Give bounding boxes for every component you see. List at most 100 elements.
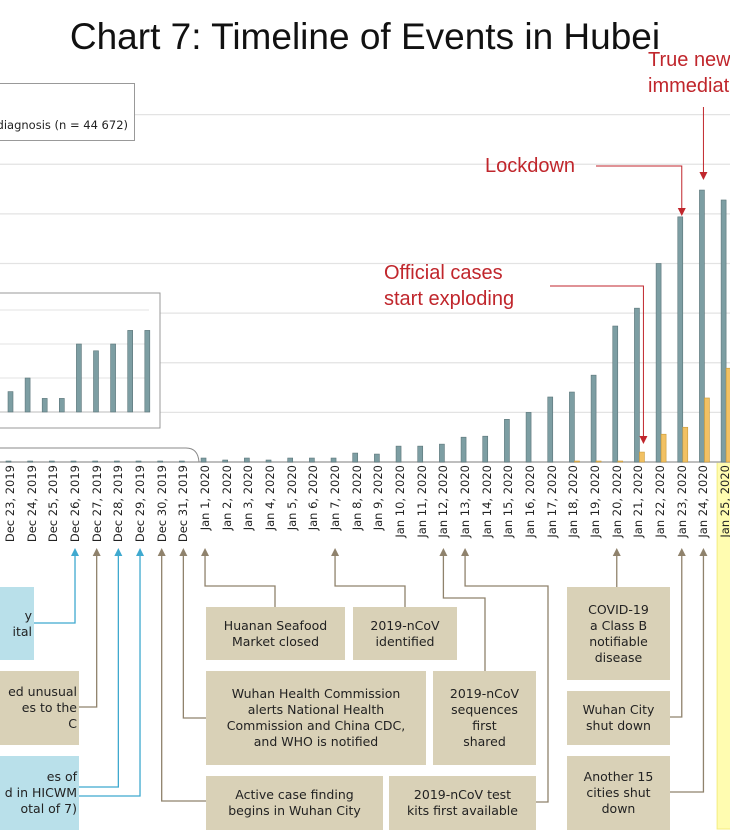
x-tick-label: Jan 13, 2020 [458,465,473,538]
x-tick-label: Jan 6, 2020 [306,465,321,531]
onset-case-bar [720,199,727,463]
event-text-line: Market closed [231,633,320,649]
official-case-bar [639,451,645,463]
arrow-up-icon [179,548,188,556]
onset-case-bar [222,459,228,463]
x-tick-label: Jan 25, 2020 [718,465,730,538]
event-box: Wuhan Health Commission alerts National H… [206,671,426,765]
x-tick-label: Jan 21, 2020 [631,465,646,538]
x-tick-label: Jan 7, 2020 [328,465,343,531]
arrow-up-icon [439,548,448,556]
official-case-bar [725,367,730,463]
x-tick-label: Dec 28, 2019 [111,465,126,543]
event-text-line: notifiable [589,633,648,649]
event-text-line: Huanan Seafood [223,617,328,633]
event-text-line: otal of 7) [20,801,77,816]
x-tick-label: Jan 14, 2020 [479,465,494,538]
connector-line [79,550,119,788]
annotation-line: immediat [648,75,730,97]
arrow-down-icon [639,436,648,444]
x-tick-label: Jan 11, 2020 [414,465,429,538]
inset-bar [93,350,99,413]
onset-case-bar [244,457,250,463]
event-text-line: cities shut [586,785,651,800]
x-tick-label: Jan 4, 2020 [263,465,278,531]
event-text-line: kits first available [407,803,518,818]
annotation-text: Lockdown [485,153,575,179]
event-text-line: first [472,718,497,733]
onset-case-bar [352,452,359,463]
event-box: es of d in HICWM otal of 7) [0,756,79,830]
annotation-leader [596,165,683,208]
connector-line [442,550,486,671]
official-case-bar [704,397,710,463]
onset-case-bar [27,460,33,463]
chart-title: Chart 7: Timeline of Events in Hubei [69,16,661,57]
inset-bar [110,343,116,413]
inset-bar [24,377,31,413]
x-tick-label: Jan 9, 2020 [371,465,386,531]
annotation-line: Lockdown [485,155,576,177]
inset-bar [144,330,151,413]
inset-bar [58,398,65,413]
event-text-line: alerts National Health [247,702,385,717]
onset-case-bar [525,412,532,463]
x-tick-label: Jan 1, 2020 [198,465,213,531]
x-tick-label: Jan 19, 2020 [588,465,603,538]
onset-case-bar [482,435,489,463]
event-box: 2019-nCoV identified [353,607,457,660]
event-text-line: Commission and China CDC, [226,718,406,733]
onset-case-bar [135,460,142,463]
x-tick-label: Jan 8, 2020 [349,465,364,531]
arrow-up-icon [201,548,210,556]
event-text-line: Active case finding [235,787,354,802]
event-box: 2019-nCoV sequences first shared [433,671,536,765]
annotation-text: Official cases start exploding [384,260,514,312]
event-text-line: d in HICWM [4,785,77,800]
event-text-line: and WHO is notified [253,734,379,749]
annotation-leader [550,285,644,436]
connector-line [79,550,141,797]
event-box: ed unusual es to the C [0,671,79,745]
arrow-up-icon [461,548,470,556]
x-tick-label: Jan 18, 2020 [566,465,581,538]
onset-case-bar [200,457,207,463]
onset-case-bar [114,460,120,463]
event-text-line: Wuhan Health Commission [231,686,401,701]
event-text-line: shut down [586,718,651,733]
event-text-line: Wuhan City [582,702,655,717]
x-tick-label: Jan 24, 2020 [696,465,711,538]
onset-case-bar [590,374,597,463]
onset-case-bar [330,457,337,463]
event-text-line: a Class B [589,617,648,633]
x-tick-label: Jan 16, 2020 [523,465,538,538]
event-text-line: sequences [451,702,518,717]
onset-case-bar [49,460,55,463]
x-tick-label: Dec 31, 2019 [176,465,191,543]
event-text-line: 2019-nCoV test [413,787,512,802]
official-case-bar [660,433,667,463]
annotation-text: True new immediat [648,47,730,99]
annotation-line: True new [648,49,730,71]
x-tick-label: Dec 23, 2019 [3,465,17,543]
connector-line [79,550,98,708]
x-tick-label: Jan 12, 2020 [436,465,451,538]
event-box: Another 15 cities shut down [567,756,670,830]
event-text-line: C [68,716,77,731]
event-text-line: 2019-nCoV [449,686,520,701]
event-text-line: Another 15 [583,769,654,784]
event-text-line: y [24,607,32,623]
arrow-up-icon [331,548,340,556]
x-tick-label: Jan 17, 2020 [544,465,559,538]
event-text-line: 2019-nCoV [370,617,440,633]
onset-case-bar [612,325,619,463]
onset-case-bar [374,453,380,463]
onset-case-bar [460,436,467,463]
x-tick-label: Dec 27, 2019 [89,465,104,543]
connector-line [204,550,276,607]
annotation-line: start exploding [384,288,515,310]
onset-case-bar [395,445,402,463]
onset-case-bar [309,457,315,463]
